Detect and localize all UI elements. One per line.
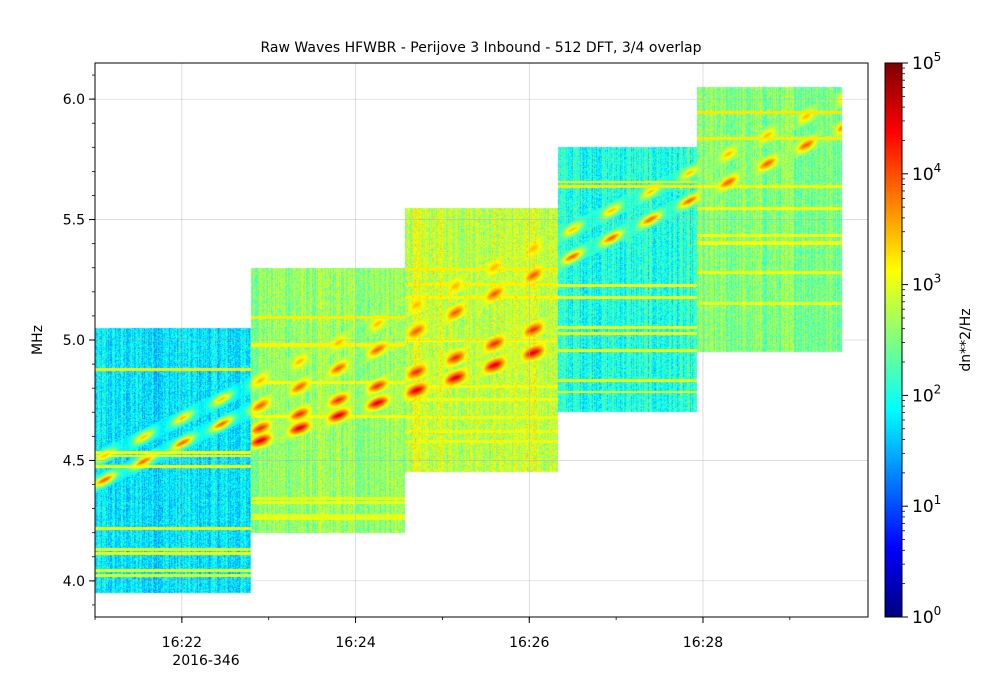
colorbar-tick-label: 102 bbox=[912, 382, 941, 406]
y-tick-label: 4.5 bbox=[63, 453, 85, 469]
colorbar bbox=[884, 62, 903, 618]
colorbar-tick-label: 101 bbox=[912, 493, 941, 517]
x-tick-label: 16:22 bbox=[162, 635, 202, 651]
x-tick-sublabel: 2016-346 bbox=[172, 653, 239, 669]
colorbar-tick-label: 100 bbox=[912, 604, 941, 628]
chart-title: Raw Waves HFWBR - Perijove 3 Inbound - 5… bbox=[261, 40, 702, 56]
colorbar-tick-exponent: 5 bbox=[934, 50, 942, 64]
y-tick-label: 5.5 bbox=[63, 213, 85, 229]
colorbar-tick-exponent: 0 bbox=[934, 604, 942, 618]
x-tick-label: 16:24 bbox=[335, 635, 375, 651]
colorbar-tick-label: 105 bbox=[912, 50, 941, 74]
y-tick-label: 6.0 bbox=[63, 92, 85, 108]
colorbar-tick-label: 103 bbox=[912, 272, 941, 296]
y-axis: 4.0 4.5 5.0 5.5 6.0 bbox=[63, 74, 95, 606]
colorbar-tick-label: 104 bbox=[912, 161, 941, 185]
y-tick-label: 4.0 bbox=[63, 574, 85, 590]
y-axis-label: MHz bbox=[30, 325, 46, 355]
colorbar-tick-exponent: 2 bbox=[934, 382, 942, 396]
x-tick-label: 16:28 bbox=[683, 635, 723, 651]
x-axis: 16:22 16:24 16:26 16:28 bbox=[94, 617, 791, 651]
colorbar-label: dn**2/Hz bbox=[958, 308, 974, 371]
grid-lines bbox=[95, 63, 868, 617]
colorbar-tick-exponent: 3 bbox=[934, 272, 942, 286]
colorbar-tick-exponent: 1 bbox=[934, 493, 942, 507]
colorbar-tick-exponent: 4 bbox=[934, 161, 942, 175]
x-tick-label: 16:26 bbox=[509, 635, 549, 651]
y-tick-label: 5.0 bbox=[63, 333, 85, 349]
